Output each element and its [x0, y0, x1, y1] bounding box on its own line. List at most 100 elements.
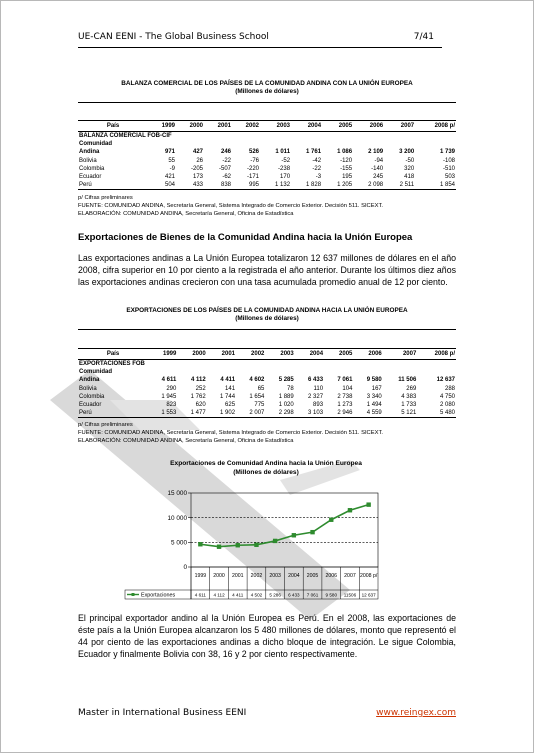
page-footer: Master in International Business EENI ww… [78, 708, 456, 718]
table-cell: 427 [192, 149, 203, 156]
table1-top-rule [78, 102, 456, 103]
table-cell: 170 [280, 174, 291, 181]
section-label: EXPORTACIONES FOB [79, 361, 145, 367]
table-cell: 5 480 [417, 409, 456, 419]
table2-title-text: EXPORTACIONES DE LOS PAÍSES DE LA COMUNI… [126, 307, 408, 314]
table-cell: -238 [278, 165, 291, 172]
table-cell: -3 [315, 174, 322, 181]
paragraph-peru: El principal exportador andino al la Uni… [78, 613, 456, 659]
column-header: 2008 p/ [415, 120, 456, 132]
table2-top-rule [78, 329, 456, 330]
column-header: País [78, 120, 148, 132]
table-cell: 4 383 [401, 393, 417, 400]
table-cell: 1 011 [275, 149, 291, 156]
table-cell: 1 132 [260, 181, 292, 191]
page-header: UE-CAN EENI - The Global Business School… [78, 32, 442, 42]
note-line: p/ Cifras preliminares [78, 422, 133, 428]
table-cell: 173 [192, 174, 203, 181]
table-cell: 5 121 [382, 409, 418, 419]
table-cell: 775 [254, 402, 265, 409]
table1-title-text: BALANZA COMERCIAL DE LOS PAÍSES DE LA CO… [121, 80, 413, 87]
table2-notes: p/ Cifras preliminares FUENTE: COMUNIDAD … [78, 421, 458, 446]
table-cell: 65 [257, 385, 265, 392]
table-row: Perú 1 553 1 477 1 902 2 007 2 298 3 103 2 946 4… [78, 409, 456, 419]
column-header: 2008 p/ [417, 348, 456, 360]
table-cell: 971 [164, 149, 175, 156]
note-line: p/ Cifras preliminares [78, 195, 133, 201]
table-cell: 2 946 [324, 409, 354, 419]
column-header: 2002 [236, 348, 266, 360]
table-cell: 1 762 [190, 393, 206, 400]
row-label: Bolivia [79, 157, 97, 164]
group-row: Comunidad [78, 140, 456, 148]
page-number: 7/41 [413, 32, 434, 42]
column-header: 2007 [384, 120, 416, 132]
table-cell: 995 [232, 181, 260, 191]
paragraph-exports: Las exportaciones andinas a La Unión Eur… [78, 253, 456, 287]
footer-link[interactable]: www.reingex.com [376, 708, 456, 718]
column-header: 2006 [353, 348, 383, 360]
table-row: Colombia -9 -205 -507 -220 -238 -22 -155 -140 320… [78, 165, 456, 173]
row-label: Colombia [79, 393, 105, 400]
table-cell: 1 828 [291, 181, 323, 191]
table-cell: -22 [312, 165, 322, 172]
column-header: 2005 [322, 120, 354, 132]
table-cell: 288 [444, 385, 455, 392]
column-header: 2000 [177, 348, 207, 360]
table-cell: 78 [287, 385, 294, 392]
table2-subtitle: (Millones de dólares) [235, 315, 299, 322]
section-row: EXPORTACIONES FOB [78, 360, 456, 369]
column-header: 2007 [382, 348, 418, 360]
table-cell: 1 902 [206, 409, 237, 419]
table-cell: 4 750 [439, 393, 455, 400]
header-row: País 1999 2000 2001 2002 2003 2004 2005 2006 2007… [78, 120, 456, 132]
group-row: Comunidad [78, 368, 456, 376]
table-cell: 2 298 [265, 409, 295, 419]
table-cell: -52 [281, 157, 291, 164]
table-row: Andina 4 611 4 112 4 411 4 602 5 285 6 433 7 06… [78, 376, 456, 384]
row-label: Colombia [79, 165, 105, 172]
row-label: Bolivia [79, 385, 97, 392]
table-cell: 4 602 [249, 377, 265, 384]
table-cell: 7 061 [337, 377, 353, 384]
table-cell: 2 738 [337, 393, 353, 400]
table-cell: 1 654 [249, 393, 265, 400]
table-cell: 1 733 [401, 402, 417, 409]
table-cell: 1 889 [278, 393, 294, 400]
table-cell: 823 [166, 402, 177, 409]
table-cell: 526 [248, 149, 259, 156]
table-cell: -510 [442, 165, 455, 172]
table-cell: -42 [312, 157, 322, 164]
table1-notes: p/ Cifras preliminares FUENTE: COMUNIDAD … [78, 194, 458, 219]
row-label: Perú [78, 409, 148, 419]
table-row: Bolivia 290 252 141 65 78 110 104 167 269 288 [78, 385, 456, 393]
table-cell: -22 [222, 157, 231, 164]
table-cell: 290 [166, 385, 177, 392]
table-cell: -507 [218, 165, 231, 172]
column-header: 2005 [324, 348, 354, 360]
row-label: Ecuador [79, 174, 102, 181]
row-label: Andina [79, 377, 100, 384]
footer-title: Master in International Business EENI [78, 708, 247, 718]
group-label: Comunidad [79, 141, 112, 148]
table-cell: 1 205 [322, 181, 354, 191]
table-cell: -155 [340, 165, 353, 172]
table-cell: 1 553 [148, 409, 178, 419]
column-header: 1999 [148, 120, 176, 132]
table-row: Andina 971 427 246 526 1 011 1 761 1 086 2 109 3 … [78, 148, 456, 156]
table-cell: 1 020 [278, 402, 294, 409]
table-cell: -171 [246, 174, 259, 181]
table1: País 1999 2000 2001 2002 2003 2004 2005 2006 2007… [78, 120, 456, 191]
table-cell: -205 [190, 165, 203, 172]
table-cell: -62 [222, 174, 231, 181]
table-cell: 2 327 [308, 393, 324, 400]
table-cell: 433 [176, 181, 204, 191]
table-cell: 1 761 [306, 149, 322, 156]
table-cell: 246 [220, 149, 231, 156]
table-cell: 195 [342, 174, 353, 181]
table-cell: 503 [444, 174, 455, 181]
table-cell: 9 580 [366, 377, 382, 384]
table-cell: -220 [246, 165, 259, 172]
table-cell: 269 [406, 385, 417, 392]
column-header: 2001 [204, 120, 232, 132]
